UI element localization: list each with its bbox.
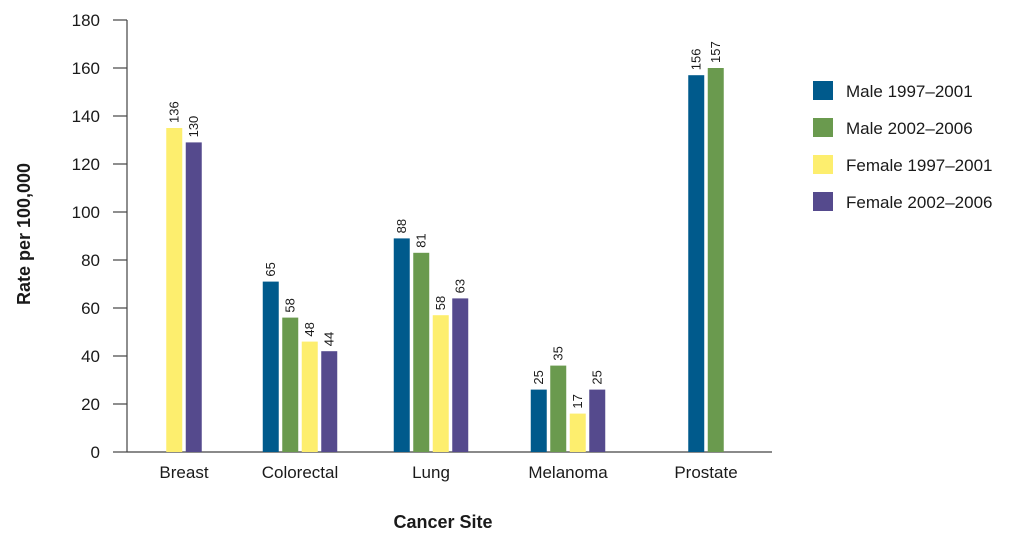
bar <box>166 128 183 452</box>
data-label: 35 <box>550 346 565 360</box>
x-tick-label: Breast <box>159 463 208 482</box>
x-tick-label: Lung <box>412 463 450 482</box>
y-tick-label: 20 <box>81 395 100 414</box>
data-label: 136 <box>166 101 181 123</box>
data-label: 88 <box>394 219 409 233</box>
x-tick-label: Prostate <box>674 463 737 482</box>
y-tick-label: 80 <box>81 251 100 270</box>
legend-swatch <box>813 155 833 174</box>
data-label: 58 <box>433 296 448 310</box>
legend: Male 1997–2001 Male 2002–2006 Female 1997–… <box>813 81 993 212</box>
data-label: 63 <box>452 279 467 293</box>
bar <box>569 413 586 452</box>
x-axis: Breast Colorectal Lung Melanoma Prostate <box>127 451 772 482</box>
legend-label: Female 2002–2006 <box>846 193 993 212</box>
legend-swatch <box>813 118 833 137</box>
y-tick-label: 140 <box>72 107 100 126</box>
y-tick-label: 180 <box>72 11 100 30</box>
data-label: 44 <box>321 332 336 346</box>
y-tick-label: 160 <box>72 59 100 78</box>
bar <box>452 298 469 452</box>
data-label: 17 <box>570 394 585 408</box>
y-axis: 0 20 40 60 80 100 120 140 160 180 <box>72 11 128 462</box>
y-tick-label: 120 <box>72 155 100 174</box>
data-label: 81 <box>413 233 428 247</box>
legend-label: Female 1997–2001 <box>846 156 993 175</box>
bar <box>432 315 449 452</box>
data-label: 65 <box>263 262 278 276</box>
y-tick-label: 60 <box>81 299 100 318</box>
y-tick-label: 40 <box>81 347 100 366</box>
data-label-group: 136 130 65 58 48 44 88 81 58 63 25 35 17 25 156 157 <box>166 41 723 408</box>
bar <box>550 365 567 452</box>
x-tick-label: Colorectal <box>262 463 339 482</box>
data-label: 48 <box>302 322 317 336</box>
bar <box>185 142 202 452</box>
bar <box>393 238 410 452</box>
y-tick-label: 0 <box>91 443 100 462</box>
legend-swatch <box>813 81 833 100</box>
legend-swatch <box>813 192 833 211</box>
data-label: 25 <box>589 370 604 384</box>
bar <box>321 351 338 452</box>
bar <box>413 252 430 452</box>
bar <box>530 389 547 452</box>
x-tick-label: Melanoma <box>528 463 608 482</box>
bar <box>282 317 299 452</box>
bar <box>589 389 606 452</box>
bar <box>262 281 279 452</box>
x-axis-title: Cancer Site <box>393 512 492 532</box>
y-tick-label: 100 <box>72 203 100 222</box>
legend-label: Male 1997–2001 <box>846 82 973 101</box>
bar <box>688 75 705 452</box>
data-label: 157 <box>708 41 723 63</box>
data-label: 58 <box>282 298 297 312</box>
bar-series-group <box>166 68 724 452</box>
data-label: 130 <box>186 116 201 138</box>
data-label: 156 <box>688 48 703 70</box>
data-label: 25 <box>531 370 546 384</box>
bar <box>301 341 318 452</box>
bar <box>707 68 724 452</box>
y-axis-title: Rate per 100,000 <box>14 163 34 305</box>
legend-label: Male 2002–2006 <box>846 119 973 138</box>
